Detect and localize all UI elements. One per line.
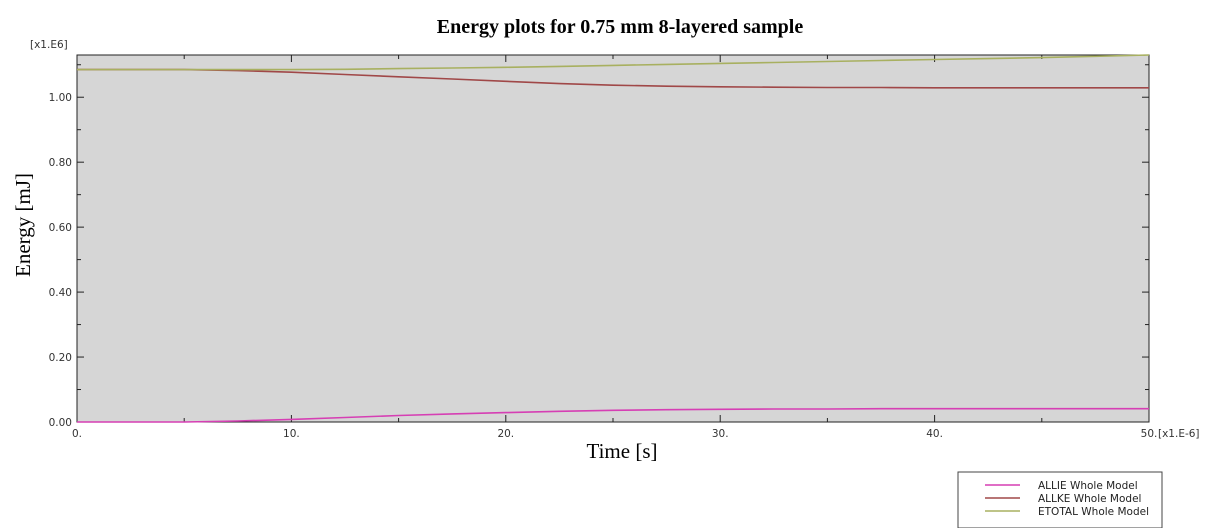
x-tick-label: 0. xyxy=(72,428,82,440)
chart-title: Energy plots for 0.75 mm 8-layered sampl… xyxy=(437,16,804,38)
y-tick-label: 0.80 xyxy=(49,157,72,169)
plot-area xyxy=(76,54,1150,423)
y-tick-label: 0.60 xyxy=(49,222,72,234)
x-multiplier-label: [x1.E-6] xyxy=(1158,428,1200,440)
legend-label: ETOTAL Whole Model xyxy=(1038,506,1149,518)
y-multiplier-label: [x1.E6] xyxy=(30,39,68,51)
y-axis-title: Energy [mJ] xyxy=(11,173,35,277)
x-tick-label: 10. xyxy=(283,428,300,440)
y-tick-label: 1.00 xyxy=(49,92,72,104)
series-line-allke xyxy=(77,68,1149,89)
series-line-etotal xyxy=(77,54,1150,71)
legend-label: ALLKE Whole Model xyxy=(1038,493,1141,505)
y-tick-label: 0.00 xyxy=(49,417,72,429)
y-tick-label: 0.20 xyxy=(49,352,72,364)
series-lines xyxy=(77,54,1150,423)
x-tick-label: 30. xyxy=(712,428,729,440)
x-axis: 0. 10. 20. 30. 40. 50. xyxy=(72,55,1157,440)
legend-label: ALLIE Whole Model xyxy=(1038,480,1138,492)
series-line-allie xyxy=(77,407,1149,423)
legend-box xyxy=(957,471,1163,528)
x-tick-label: 40. xyxy=(926,428,943,440)
y-tick-label: 0.40 xyxy=(49,287,72,299)
x-tick-label: 20. xyxy=(497,428,514,440)
x-axis-title: Time [s] xyxy=(587,439,658,463)
y-axis: 0.00 0.20 0.40 0.60 0.80 1.00 xyxy=(49,64,1149,429)
x-tick-label: 50. xyxy=(1141,428,1158,440)
